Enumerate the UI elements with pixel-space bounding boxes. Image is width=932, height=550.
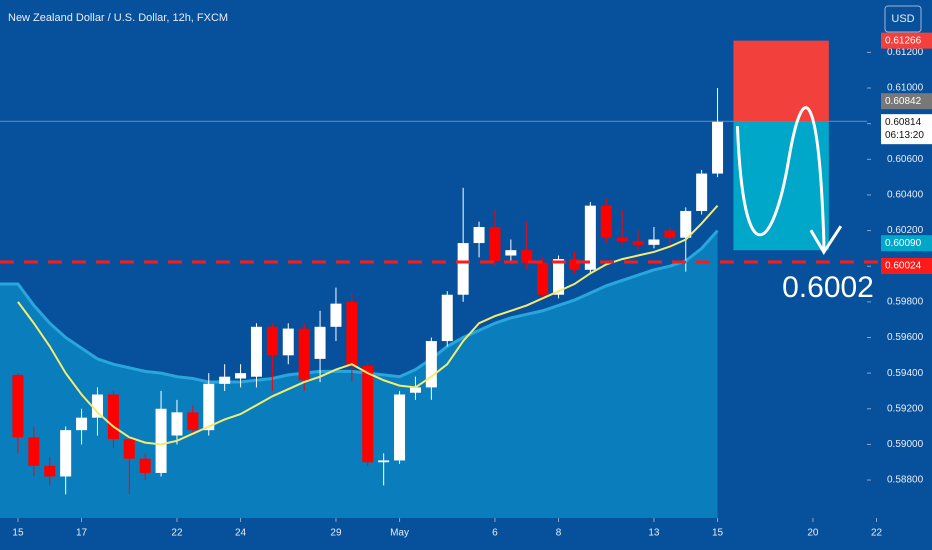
y-tick-label: 0.58800: [887, 475, 924, 486]
candle-body: [457, 243, 469, 295]
level-tag: [881, 257, 932, 274]
stop-zone: [733, 40, 829, 122]
candle-body: [648, 239, 660, 245]
cloud-area: [0, 230, 718, 518]
candle-body: [378, 460, 390, 463]
x-tick-label: 24: [235, 528, 247, 539]
candle-body: [28, 437, 40, 466]
target-tag: [881, 235, 932, 252]
entry-tag: [881, 114, 932, 145]
candle-body: [187, 412, 199, 431]
y-tick-label: 0.59000: [887, 439, 924, 450]
y-tick-label: 0.60400: [887, 190, 924, 201]
candle-body: [219, 376, 231, 384]
candle-body: [489, 227, 501, 261]
candle-body: [107, 394, 119, 440]
candle-body: [664, 230, 676, 238]
y-tick-label: 0.60600: [887, 154, 924, 165]
candle-body: [330, 303, 342, 327]
x-tick-label: 22: [871, 528, 883, 539]
candle-body: [91, 394, 103, 418]
candle-body: [584, 205, 596, 270]
plot-area: [0, 88, 932, 518]
moving-average: [17, 204, 719, 446]
chart-title: New Zealand Dollar / U.S. Dollar, 12h, F…: [8, 12, 228, 24]
y-tick-label: 0.59600: [887, 332, 924, 343]
candle-body: [712, 121, 724, 174]
candle-body: [139, 458, 151, 473]
drawn-arrow: [735, 106, 826, 253]
y-tick-label: 0.59200: [887, 403, 924, 414]
candle-body: [537, 262, 549, 295]
currency-button[interactable]: [884, 5, 922, 33]
x-tick-label: 8: [556, 528, 562, 539]
x-tick-label: 15: [12, 528, 24, 539]
countdown-label: 06:13:20: [885, 130, 924, 141]
x-tick-label: May: [390, 528, 409, 539]
candle-body: [425, 341, 437, 388]
candle-body: [409, 387, 421, 393]
x-tick-label: 17: [76, 528, 88, 539]
candle-body: [171, 412, 183, 436]
candle-body: [123, 439, 135, 459]
candle-body: [155, 408, 167, 473]
candle-body: [76, 417, 88, 431]
candle-body: [394, 394, 406, 461]
candle-body: [314, 326, 326, 359]
candle-body: [250, 326, 262, 377]
candle-body: [521, 250, 533, 263]
candle-body: [680, 210, 692, 238]
candle-body: [600, 205, 612, 238]
y-tick-label: 0.61000: [887, 83, 924, 94]
candle-body: [44, 465, 56, 477]
entry-tag-label: 0.60814: [885, 117, 922, 128]
cloud-line: [0, 229, 719, 384]
x-tick-label: 15: [712, 528, 724, 539]
candle-body: [696, 173, 708, 211]
last-price-tag-label: 0.60842: [885, 96, 922, 107]
level-annotation: 0.6002: [782, 271, 874, 304]
target-tag-label: 0.60090: [885, 238, 922, 249]
last-price-tag: [881, 93, 932, 110]
arrow-head: [809, 225, 843, 256]
candle-body: [473, 227, 485, 244]
y-tick-label: 0.59400: [887, 368, 924, 379]
x-tick-label: 22: [171, 528, 183, 539]
x-tick-label: 20: [807, 528, 819, 539]
x-tick-label: 6: [492, 528, 498, 539]
x-tick-label: 13: [648, 528, 660, 539]
candle-body: [505, 250, 517, 256]
currency-label[interactable]: USD: [891, 13, 914, 25]
candle-body: [362, 366, 374, 463]
level-tag-label: 0.60024: [885, 261, 922, 272]
candle-body: [441, 294, 453, 342]
candle-body: [553, 259, 565, 295]
candle-body: [203, 383, 215, 431]
x-tick-label: 29: [330, 528, 342, 539]
candle-body: [298, 328, 310, 381]
y-tick-label: 0.61200: [887, 47, 924, 58]
candle-body: [632, 241, 644, 245]
candle-body: [12, 374, 24, 438]
candle-body: [616, 237, 628, 242]
y-tick-label: 0.59800: [887, 296, 924, 307]
candle-body: [282, 328, 294, 356]
candle-body: [346, 301, 358, 367]
candle-body: [235, 373, 247, 379]
stop-tag: [881, 32, 932, 49]
candle-body: [568, 259, 580, 270]
y-tick-label: 0.60200: [887, 225, 924, 236]
stop-tag-label: 0.61266: [885, 35, 922, 46]
candle-body: [60, 430, 72, 477]
target-zone: [733, 121, 829, 251]
candle-body: [266, 326, 278, 356]
